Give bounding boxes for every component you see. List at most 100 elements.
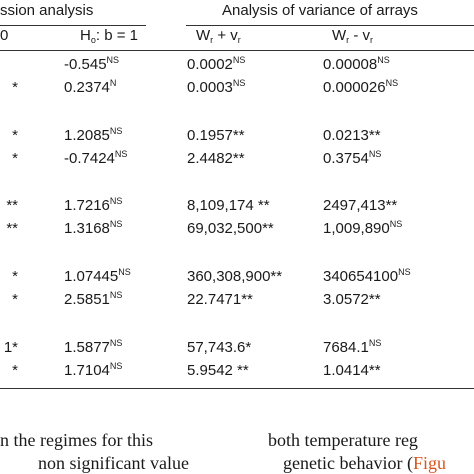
table-cell: 1,009,890NS [323, 220, 402, 238]
header-text: + v [213, 27, 238, 44]
table-cell: 7684.1NS [323, 337, 382, 357]
cell-value: -0.545 [64, 56, 107, 73]
table-cell: 1* [4, 339, 18, 357]
cell-value: 0.1957** [187, 126, 245, 144]
table-cell: * [12, 291, 18, 309]
text: genetic behavior ( [283, 453, 413, 473]
significance: NS [368, 337, 382, 348]
table-cell: 0.1957** [187, 127, 245, 145]
cell-value: -0.7424 [64, 149, 115, 167]
subscript: o [90, 35, 96, 45]
table-cell: 5.9542 ** [187, 362, 249, 380]
column-header: Ho: b = 1 [80, 27, 138, 45]
significance: NS [389, 219, 403, 230]
cell-value: 22.7471** [187, 291, 253, 309]
subscript: r [346, 35, 350, 45]
significance: NS [232, 78, 246, 88]
header-text: 0 [0, 27, 9, 44]
body-text: non significant value [38, 453, 189, 473]
cell-value: 0.000026 [323, 79, 386, 96]
table-cell: * [12, 268, 18, 286]
cell-value: 360,308,900** [187, 268, 283, 286]
significance: NS [232, 55, 246, 65]
table-cell: ** [6, 220, 18, 238]
column-header: Wr + vr [196, 27, 241, 45]
cell-value: 0.2374 [64, 79, 110, 96]
significance: NS [385, 78, 399, 88]
table-cell: 1.3168NS [64, 220, 122, 238]
header-text: : b = 1 [95, 27, 138, 44]
table-cell: * [12, 362, 18, 380]
table-cell: 57,743.6* [187, 339, 251, 357]
cell-value: 8,109,174 ** [187, 197, 270, 215]
table-cell: 0.000026NS [323, 79, 398, 97]
significance: NS [118, 267, 131, 278]
table-cell: 1.5877NS [64, 337, 123, 357]
cell-value: 340654100 [323, 268, 399, 286]
significance: NS [109, 196, 123, 207]
table-cell: 3.0572** [323, 291, 381, 309]
cell-value: 2.4482** [187, 149, 245, 167]
table-cell: * [12, 150, 18, 168]
table-cell: 0.0213** [323, 127, 381, 145]
subscript: r [237, 35, 241, 45]
cell-value: 69,032,500** [187, 220, 274, 238]
table-cell: * [12, 79, 18, 97]
cell-value: 1,009,890 [323, 220, 390, 238]
column-header: 0 [0, 27, 8, 45]
table-cell: 0.0003NS [187, 79, 245, 97]
cell-value: * [12, 149, 18, 167]
cell-value: * [12, 291, 18, 309]
table-cell: 69,032,500** [187, 220, 274, 238]
cell-value: 7684.1 [323, 338, 369, 356]
table-cell: 1.0414** [323, 362, 381, 380]
table-cell: -0.545NS [64, 56, 119, 74]
significance: NS [106, 55, 120, 65]
body-text: genetic behavior (Figu [283, 452, 446, 474]
significance: N [109, 78, 117, 88]
column-header: Wr - vr [332, 27, 373, 45]
significance: NS [109, 337, 123, 348]
group-header: Analysis of variance of arrays [222, 2, 418, 19]
cell-value: 1.7216 [64, 197, 110, 215]
cell-value: 2.5851 [64, 291, 110, 309]
group-header: ssion analysis [0, 2, 94, 19]
cell-value: * [12, 126, 18, 144]
header-text: W [332, 27, 347, 44]
cell-value: 1.7104 [64, 361, 110, 379]
table-cell: 1.7216NS [64, 197, 122, 215]
header-rule [0, 25, 146, 26]
table-cell: 0.0002NS [187, 56, 245, 74]
cell-value: 5.9542 ** [187, 361, 249, 379]
table-cell: 22.7471** [187, 291, 253, 309]
header-text: - v [349, 27, 371, 44]
cell-value: 0.0003 [187, 79, 233, 96]
table-cell: 360,308,900** [187, 268, 282, 286]
significance: NS [109, 290, 123, 301]
cell-value: 0.3754 [323, 149, 369, 167]
header-rule [186, 25, 474, 26]
table-cell: 2.4482** [187, 150, 245, 168]
significance: NS [109, 125, 123, 136]
significance: NS [109, 360, 123, 371]
significance: NS [109, 219, 123, 230]
header-rule [0, 50, 474, 51]
table-cell: 2497,413** [323, 197, 397, 215]
cell-value: * [12, 79, 18, 96]
table-cell: 0.3754NS [323, 148, 382, 168]
cell-value: 1.0414** [323, 361, 381, 379]
cell-value: 57,743.6* [187, 338, 252, 356]
cell-value: 1.2085 [64, 126, 110, 144]
significance: NS [114, 148, 128, 159]
table-cell: 1.7104NS [64, 360, 123, 380]
cell-value: 1.07445 [64, 268, 119, 286]
figure-link[interactable]: Figu [412, 453, 446, 473]
body-text: n the regimes for this [0, 430, 153, 450]
cell-value: 0.00008 [323, 56, 378, 73]
cell-value: 1.5877 [64, 338, 110, 356]
table-cell: 1.2085NS [64, 125, 123, 145]
cell-value: 0.0213** [323, 126, 381, 144]
cell-value: 3.0572** [323, 291, 381, 309]
significance: NS [368, 148, 382, 159]
table-cell: 8,109,174 ** [187, 197, 270, 215]
